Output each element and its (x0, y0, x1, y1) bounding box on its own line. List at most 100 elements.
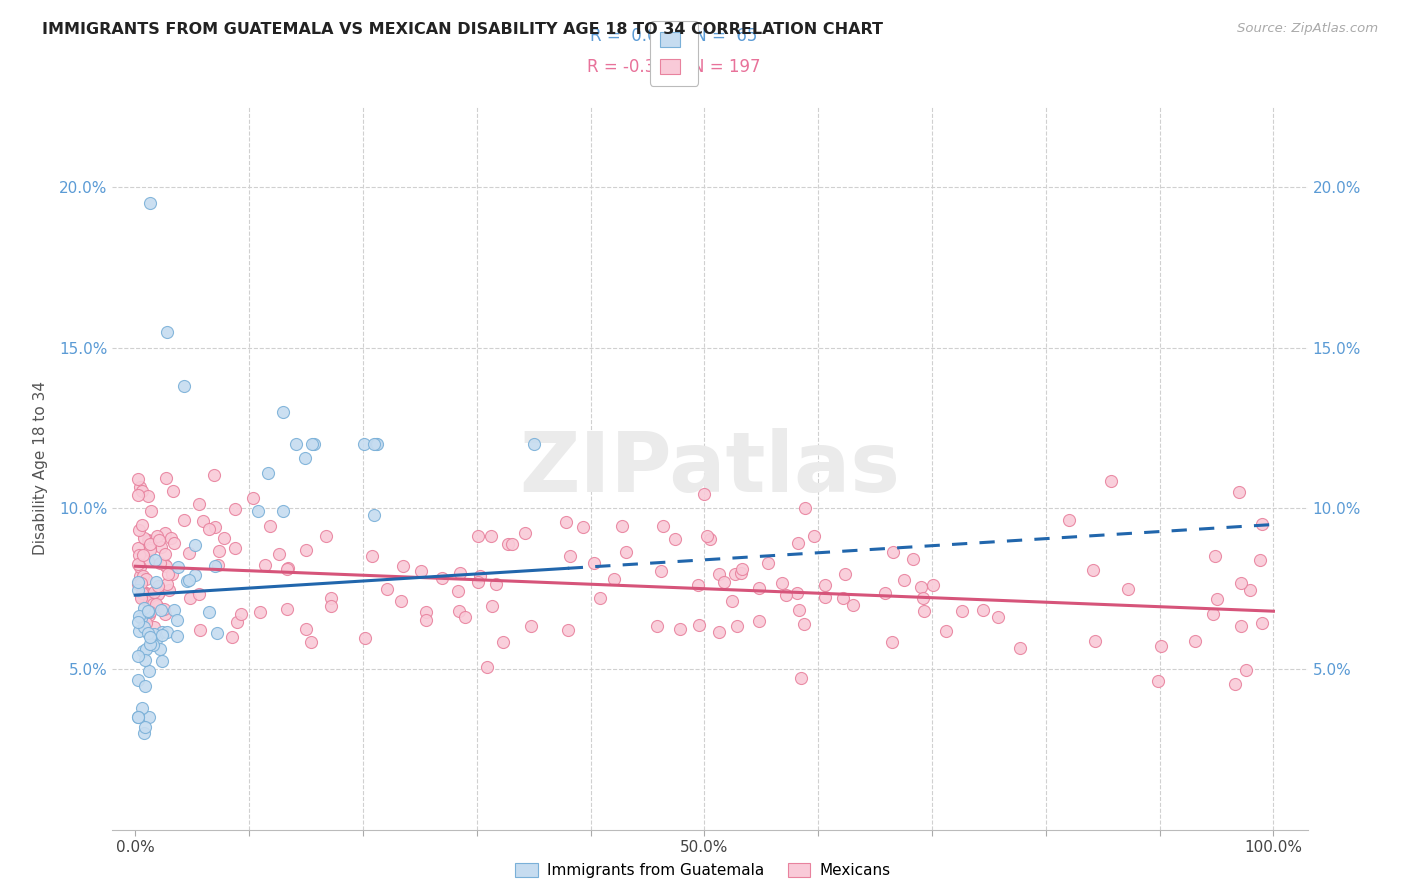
Point (276, 601, 298, 615)
Point (129, 575, 152, 590)
Point (513, 525, 536, 540)
Point (1084, 634, 1107, 648)
Point (153, 525, 176, 540)
Point (139, 637, 162, 651)
Point (481, 599, 503, 613)
Point (138, 608, 160, 623)
Point (242, 491, 264, 505)
Point (153, 602, 176, 616)
Point (724, 567, 747, 582)
Point (132, 531, 155, 545)
Point (129, 591, 152, 605)
Point (148, 533, 170, 547)
Point (131, 569, 153, 583)
Point (142, 585, 165, 599)
Point (127, 557, 149, 571)
Point (319, 591, 342, 605)
Point (491, 635, 513, 649)
Point (155, 558, 177, 573)
Point (139, 536, 162, 550)
Point (177, 546, 200, 560)
Point (501, 537, 523, 551)
Point (127, 673, 149, 687)
Point (132, 601, 155, 615)
Point (136, 605, 159, 619)
Point (831, 591, 853, 606)
Point (392, 559, 415, 574)
Point (129, 480, 152, 494)
Point (231, 607, 253, 622)
Point (166, 613, 188, 627)
Point (793, 617, 815, 632)
Point (149, 641, 172, 656)
Point (748, 614, 770, 628)
Point (131, 518, 153, 533)
Point (138, 594, 160, 608)
Point (467, 575, 489, 590)
Point (166, 560, 188, 574)
Point (770, 576, 793, 591)
Point (153, 607, 176, 621)
Point (156, 625, 179, 640)
Point (214, 531, 236, 545)
Point (361, 549, 384, 563)
Point (688, 618, 710, 632)
Point (790, 672, 813, 686)
Point (150, 540, 173, 554)
Point (162, 484, 184, 499)
Point (1251, 616, 1274, 631)
Point (1234, 663, 1257, 677)
Point (141, 504, 163, 518)
Point (179, 591, 201, 606)
Point (136, 626, 159, 640)
Point (1249, 553, 1271, 567)
Point (603, 573, 626, 587)
Point (814, 590, 837, 604)
Point (173, 379, 195, 393)
Point (650, 564, 672, 578)
Point (1251, 517, 1274, 532)
Point (1227, 485, 1250, 500)
Point (910, 580, 932, 594)
Point (129, 610, 152, 624)
Point (134, 653, 156, 667)
Point (132, 643, 155, 657)
Point (134, 720, 156, 734)
Point (129, 589, 152, 603)
Point (554, 515, 576, 529)
Point (721, 593, 744, 607)
Point (467, 529, 489, 543)
Point (152, 654, 174, 668)
Point (149, 556, 172, 570)
Point (162, 566, 184, 581)
Point (935, 624, 957, 639)
Point (267, 547, 290, 561)
Point (128, 569, 150, 583)
Point (756, 557, 779, 571)
Point (136, 604, 159, 618)
Point (148, 585, 170, 599)
Point (572, 520, 595, 534)
Point (903, 552, 925, 566)
Point (479, 528, 502, 542)
Text: IMMIGRANTS FROM GUATEMALA VS MEXICAN DISABILITY AGE 18 TO 34 CORRELATION CHART: IMMIGRANTS FROM GUATEMALA VS MEXICAN DIS… (42, 22, 883, 37)
Point (912, 591, 935, 606)
Point (204, 520, 226, 534)
Point (136, 489, 159, 503)
Point (128, 609, 150, 624)
Point (893, 573, 915, 587)
Point (1083, 563, 1105, 577)
Point (134, 679, 156, 693)
Point (277, 560, 299, 574)
Point (1116, 582, 1139, 597)
Point (142, 638, 165, 652)
Point (135, 586, 157, 600)
Point (128, 548, 150, 562)
Point (668, 622, 690, 636)
Point (221, 630, 243, 644)
Point (163, 603, 186, 617)
Point (135, 572, 157, 586)
Point (142, 598, 165, 612)
Point (1150, 639, 1173, 653)
Point (150, 603, 173, 617)
